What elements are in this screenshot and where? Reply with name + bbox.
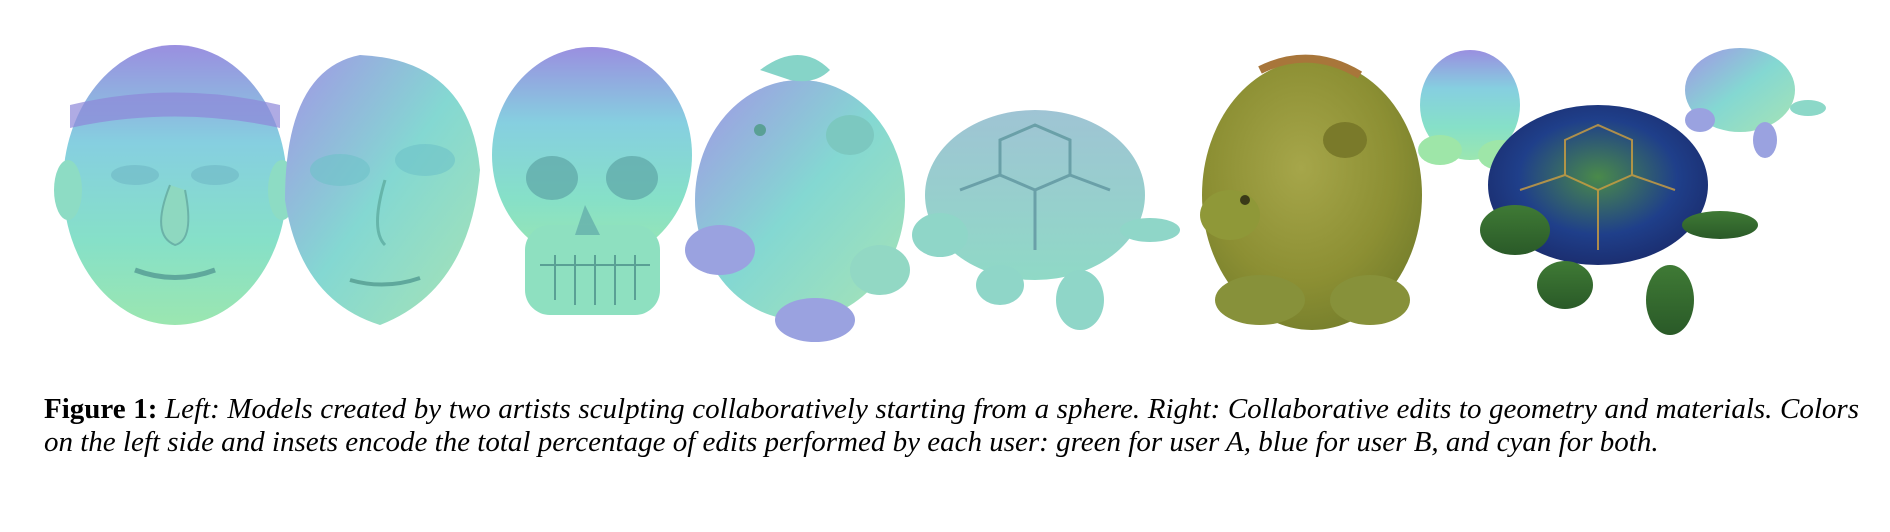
figure-caption-text: Left: Models created by two artists scul… bbox=[44, 393, 1859, 458]
textured-creature-model bbox=[1200, 54, 1422, 330]
figure-label: Figure 1: bbox=[44, 393, 158, 425]
creature-model bbox=[685, 55, 910, 342]
figure-image bbox=[54, 45, 1826, 342]
textured-turtle-model bbox=[1480, 105, 1758, 335]
turtle-model bbox=[912, 110, 1180, 330]
skull-model bbox=[492, 47, 692, 315]
turtle-inset bbox=[1685, 48, 1826, 158]
creature-inset bbox=[1418, 50, 1522, 170]
old-man-head-model bbox=[54, 45, 296, 325]
figure-caption: Figure 1: Left: Models created by two ar… bbox=[44, 393, 1859, 459]
alien-head-model bbox=[285, 55, 480, 325]
